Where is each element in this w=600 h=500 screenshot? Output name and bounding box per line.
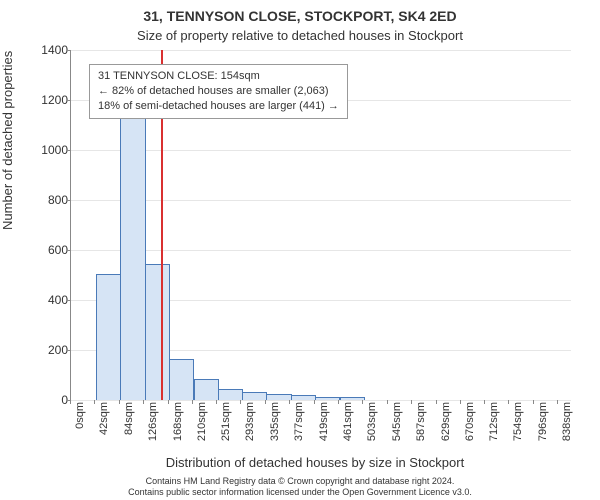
x-tick-mark bbox=[143, 400, 144, 404]
histogram-bar bbox=[120, 107, 145, 401]
y-tick-mark bbox=[67, 350, 71, 351]
x-tick-mark bbox=[411, 400, 412, 404]
x-tick-label: 251sqm bbox=[220, 402, 232, 441]
x-tick-mark bbox=[192, 400, 193, 404]
y-tick-label: 1000 bbox=[28, 143, 68, 157]
y-tick-mark bbox=[67, 100, 71, 101]
info-box-line1: 31 TENNYSON CLOSE: 154sqm bbox=[98, 69, 339, 84]
x-tick-label: 670sqm bbox=[464, 402, 476, 441]
chart-title-line1: 31, TENNYSON CLOSE, STOCKPORT, SK4 2ED bbox=[0, 8, 600, 24]
x-tick-label: 503sqm bbox=[366, 402, 378, 441]
x-tick-mark bbox=[362, 400, 363, 404]
x-tick-mark bbox=[119, 400, 120, 404]
x-tick-label: 461sqm bbox=[342, 402, 354, 441]
x-tick-mark bbox=[265, 400, 266, 404]
y-tick-label: 200 bbox=[28, 343, 68, 357]
x-tick-label: 587sqm bbox=[415, 402, 427, 441]
x-tick-label: 168sqm bbox=[172, 402, 184, 441]
x-tick-mark bbox=[338, 400, 339, 404]
grid-line bbox=[71, 200, 571, 201]
histogram-bar bbox=[194, 379, 219, 400]
x-tick-label: 712sqm bbox=[488, 402, 500, 441]
info-box-line2: ← 82% of detached houses are smaller (2,… bbox=[98, 84, 339, 99]
x-tick-label: 293sqm bbox=[244, 402, 256, 441]
x-tick-label: 126sqm bbox=[147, 402, 159, 441]
x-tick-label: 838sqm bbox=[561, 402, 573, 441]
chart-title-line2: Size of property relative to detached ho… bbox=[0, 28, 600, 43]
y-tick-mark bbox=[67, 150, 71, 151]
x-tick-label: 419sqm bbox=[318, 402, 330, 441]
x-tick-label: 84sqm bbox=[123, 402, 135, 435]
x-tick-label: 210sqm bbox=[196, 402, 208, 441]
x-tick-mark bbox=[240, 400, 241, 404]
x-tick-mark bbox=[314, 400, 315, 404]
y-tick-label: 800 bbox=[28, 193, 68, 207]
x-tick-mark bbox=[484, 400, 485, 404]
x-tick-mark bbox=[557, 400, 558, 404]
footer-line1: Contains HM Land Registry data © Crown c… bbox=[0, 476, 600, 487]
x-tick-mark bbox=[94, 400, 95, 404]
x-axis-ticks: 0sqm 42sqm 84sqm 126sqm 168sqm 210sqm 251sqm 29… bbox=[70, 400, 570, 450]
y-tick-label: 600 bbox=[28, 243, 68, 257]
histogram-bar bbox=[242, 392, 267, 401]
x-tick-label: 545sqm bbox=[391, 402, 403, 441]
histogram-bar bbox=[96, 274, 121, 400]
y-tick-label: 1200 bbox=[28, 93, 68, 107]
x-axis-label: Distribution of detached houses by size … bbox=[0, 455, 600, 470]
x-tick-mark bbox=[387, 400, 388, 404]
y-axis-label: Number of detached properties bbox=[0, 51, 15, 230]
x-tick-label: 754sqm bbox=[512, 402, 524, 441]
x-tick-label: 335sqm bbox=[269, 402, 281, 441]
x-tick-mark bbox=[216, 400, 217, 404]
x-tick-mark bbox=[460, 400, 461, 404]
plot-area: 31 TENNYSON CLOSE: 154sqm← 82% of detach… bbox=[70, 50, 571, 401]
x-tick-mark bbox=[168, 400, 169, 404]
histogram-bar bbox=[218, 389, 243, 400]
x-tick-mark bbox=[508, 400, 509, 404]
grid-line bbox=[71, 250, 571, 251]
info-box: 31 TENNYSON CLOSE: 154sqm← 82% of detach… bbox=[89, 64, 348, 119]
y-tick-mark bbox=[67, 200, 71, 201]
footer-attribution: Contains HM Land Registry data © Crown c… bbox=[0, 476, 600, 498]
y-tick-label: 1400 bbox=[28, 43, 68, 57]
x-tick-label: 42sqm bbox=[98, 402, 110, 435]
x-tick-mark bbox=[436, 400, 437, 404]
y-tick-label: 0 bbox=[28, 393, 68, 407]
histogram-bar bbox=[169, 359, 194, 400]
grid-line bbox=[71, 150, 571, 151]
x-tick-label: 0sqm bbox=[74, 402, 86, 429]
grid-line bbox=[71, 50, 571, 51]
x-tick-mark bbox=[289, 400, 290, 404]
x-tick-mark bbox=[533, 400, 534, 404]
y-axis-ticks: 0200400600800100012001400 bbox=[20, 50, 70, 400]
y-tick-mark bbox=[67, 250, 71, 251]
x-tick-mark bbox=[70, 400, 71, 404]
info-box-line3: 18% of semi-detached houses are larger (… bbox=[98, 99, 339, 114]
x-tick-label: 377sqm bbox=[293, 402, 305, 441]
chart-container: 31, TENNYSON CLOSE, STOCKPORT, SK4 2ED S… bbox=[0, 0, 600, 500]
histogram-bar bbox=[145, 264, 170, 400]
y-tick-mark bbox=[67, 300, 71, 301]
footer-line2: Contains public sector information licen… bbox=[0, 487, 600, 498]
x-tick-label: 629sqm bbox=[440, 402, 452, 441]
x-tick-label: 796sqm bbox=[537, 402, 549, 441]
y-tick-label: 400 bbox=[28, 293, 68, 307]
y-tick-mark bbox=[67, 50, 71, 51]
